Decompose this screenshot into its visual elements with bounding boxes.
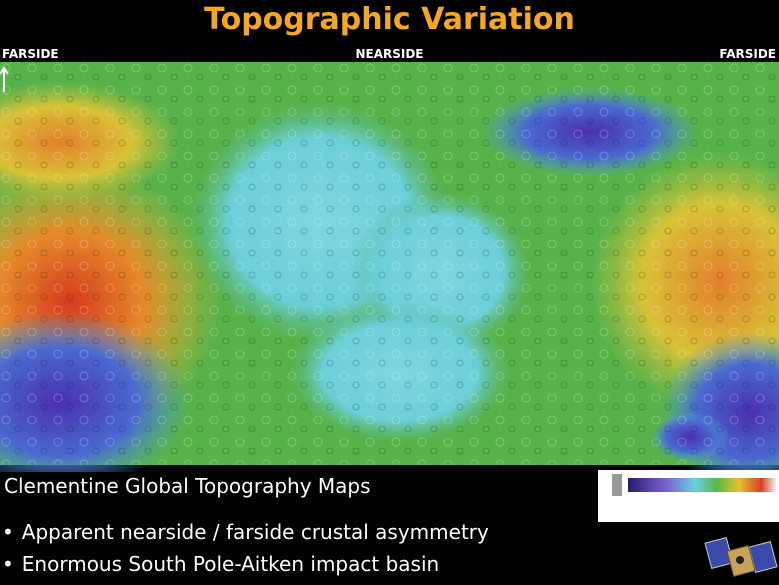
map-label: FARSIDE (719, 47, 776, 61)
bullet-list: Apparent nearside / farside crustal asym… (0, 516, 489, 580)
satellite-icon (704, 536, 778, 578)
map-label: NEARSIDE (355, 47, 424, 61)
bullet: Enormous South Pole-Aitken impact basin (0, 548, 489, 580)
map-label: FARSIDE (2, 47, 59, 61)
color-scale (598, 470, 779, 522)
topography-map (0, 62, 779, 472)
slide-title: Topographic Variation (204, 2, 575, 37)
bullet: Apparent nearside / farside crustal asym… (0, 516, 489, 548)
caption: Clementine Global Topography Maps (4, 474, 371, 498)
